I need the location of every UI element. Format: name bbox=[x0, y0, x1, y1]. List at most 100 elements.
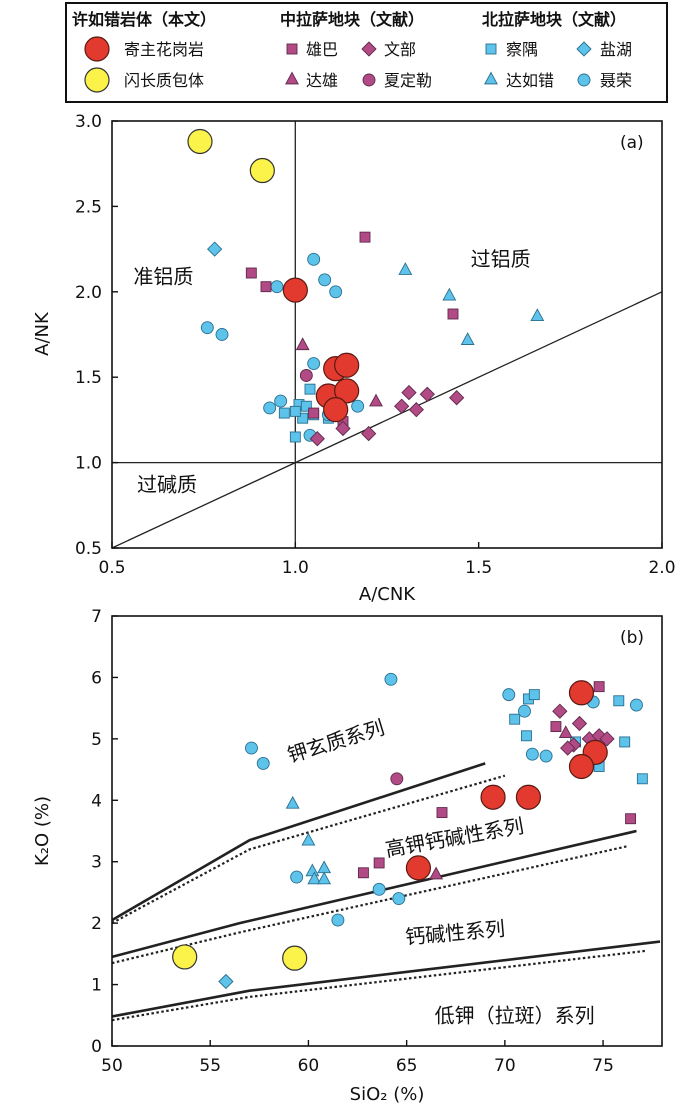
panel-a-point-wenbu-4 bbox=[401, 384, 417, 401]
legend-symbol-daruco bbox=[484, 71, 498, 85]
panel-b-point-daruco-1 bbox=[301, 832, 316, 846]
panel-a-field-label-2: 过碱质 bbox=[137, 473, 197, 497]
panel-b-ytick-label-0: 0 bbox=[91, 1037, 102, 1057]
legend-symbol-wenbu bbox=[361, 41, 377, 57]
panel-a-ytick-label-4: 2.5 bbox=[75, 197, 102, 217]
panel-a-point-wenbu-0 bbox=[309, 431, 325, 447]
panel-b-point-chayu-6 bbox=[619, 736, 631, 748]
panel-a-point-xiongba-3 bbox=[447, 308, 459, 320]
legend-symbol-nierong bbox=[577, 73, 591, 87]
legend-label-daxiong: 达雄 bbox=[306, 71, 338, 90]
panel-b-point-nierong-8 bbox=[256, 756, 270, 770]
panel-a-ytick-label-1: 1.0 bbox=[75, 454, 102, 474]
panel-b-point-xiadingle-0 bbox=[390, 772, 404, 786]
panel-a-point-nierong-4 bbox=[200, 321, 214, 335]
panel-b-ytick-label-5: 5 bbox=[91, 730, 102, 750]
panel-a-label: (a) bbox=[620, 133, 644, 153]
panel-a-ytick-label-5: 3.0 bbox=[75, 112, 102, 132]
panel-a-xtick-label-1: 1.0 bbox=[282, 558, 309, 578]
panel-b-point-daruco-4 bbox=[307, 871, 322, 885]
legend-symbol-chayu bbox=[485, 43, 497, 55]
panel-b-point-daruco-0 bbox=[285, 795, 300, 809]
panel-a-point-yanhu-0 bbox=[207, 241, 223, 257]
panel-a-point-daruco-0 bbox=[398, 262, 413, 275]
panel-b-point-daxiong-0 bbox=[558, 725, 573, 739]
panel-b-point-granite-3 bbox=[480, 784, 506, 810]
panel-b-xtick-label-3: 65 bbox=[396, 1056, 418, 1076]
legend-marker-daruco bbox=[484, 71, 498, 85]
panel-b-point-chayu-3 bbox=[521, 730, 532, 742]
legend-marker-chayu bbox=[485, 43, 497, 55]
panel-b-line-0 bbox=[112, 762, 486, 922]
legend-symbol-daxiong bbox=[285, 71, 299, 85]
panel-a-point-wenbu-5 bbox=[408, 402, 424, 418]
panel-a-field-lines bbox=[112, 121, 662, 548]
panel-a-ytick-label-0: 0.5 bbox=[75, 539, 102, 559]
panel-b-point-daxiong-1 bbox=[429, 866, 444, 880]
panel-b-point-granite-0 bbox=[568, 680, 595, 706]
legend-title-central-lhasa: 中拉萨地块（文献） bbox=[280, 10, 424, 29]
panel-a-point-xiongba-1 bbox=[245, 267, 257, 279]
panel-b-point-xiongba-4 bbox=[357, 867, 369, 879]
panel-b-point-wenbu-6 bbox=[599, 731, 615, 747]
panel-a-point-nierong-6 bbox=[263, 401, 277, 415]
legend-label-granite: 寄主花岗岩 bbox=[124, 40, 204, 59]
panel-a-point-chayu-3 bbox=[300, 400, 312, 412]
panel-b-xtick-label-2: 60 bbox=[298, 1056, 320, 1076]
panel-b-point-nierong-11 bbox=[392, 892, 406, 906]
panel-a-point-xiongba-0 bbox=[359, 231, 371, 243]
panel-a-point-nierong-7 bbox=[274, 394, 288, 408]
panel-b-field-label-0: 钾玄质系列 bbox=[285, 715, 388, 767]
panel-a-point-chayu-4 bbox=[304, 383, 316, 395]
panel-a-ytick-label-2: 1.5 bbox=[75, 368, 102, 388]
legend-label-yanhu: 盐湖 bbox=[600, 40, 632, 59]
panel-b-point-granite-4 bbox=[515, 784, 542, 810]
panel-a-xtick-label-3: 2.0 bbox=[648, 558, 675, 578]
legend-label-xiongba: 雄巴 bbox=[306, 40, 338, 59]
legend-marker-granite bbox=[84, 36, 110, 62]
panel-a-ytick-label-3: 2.0 bbox=[75, 283, 102, 303]
legend-marker-yanhu bbox=[576, 41, 592, 57]
panel-b-point-daruco-3 bbox=[317, 860, 332, 874]
panel-b-point-nierong-7 bbox=[245, 741, 258, 755]
panel-b-point-yanhu-0 bbox=[218, 973, 234, 990]
panel-b-ytick-label-6: 6 bbox=[91, 668, 102, 688]
panel-b-frame bbox=[111, 615, 663, 1047]
panel-b-point-nierong-4 bbox=[539, 749, 553, 763]
legend-marker-wenbu bbox=[361, 41, 377, 57]
legend-label-chayu: 察隅 bbox=[506, 40, 538, 59]
legend-title-north-lhasa: 北拉萨地块（文献） bbox=[482, 10, 626, 29]
panel-b-point-chayu-5 bbox=[613, 695, 625, 707]
panel-b-field-label-1: 高钾钙碱性系列 bbox=[384, 814, 526, 862]
panel-b-point-nierong-0 bbox=[384, 672, 398, 686]
legend-marker-xiongba bbox=[286, 43, 298, 55]
panel-b-line-3 bbox=[112, 845, 627, 965]
panel-a-field-label-1: 过铝质 bbox=[471, 247, 531, 271]
panel-b-point-nierong-10 bbox=[372, 882, 386, 896]
panel-b-ytick-label-1: 1 bbox=[91, 976, 102, 996]
panel-a-point-wenbu-1 bbox=[335, 420, 351, 437]
panel-a-point-wenbu-3 bbox=[394, 398, 410, 414]
panel-b-series-boundaries bbox=[112, 762, 661, 1022]
panel-a-point-enclave-0 bbox=[187, 128, 213, 155]
panel-a-point-nierong-8 bbox=[307, 357, 321, 370]
legend-label-enclave: 闪长质包体 bbox=[124, 71, 204, 90]
panel-b-ytick-label-2: 2 bbox=[91, 914, 102, 934]
panel-a-point-enclave-1 bbox=[249, 157, 275, 184]
panel-a-line-2 bbox=[112, 291, 662, 548]
panel-a-point-nierong-3 bbox=[270, 280, 284, 294]
panel-a-point-daxiong-0 bbox=[295, 337, 310, 351]
panel-b-xtick-label-5: 75 bbox=[592, 1056, 614, 1076]
panel-b-point-granite-2 bbox=[568, 753, 595, 780]
legend-label-wenbu: 文部 bbox=[384, 40, 416, 59]
panel-b-xtick-label-1: 55 bbox=[199, 1056, 221, 1076]
panel-b-line-4 bbox=[112, 940, 661, 1018]
panel-a-point-chayu-7 bbox=[289, 405, 301, 417]
panel-a-point-xiongba-4 bbox=[308, 407, 320, 419]
panel-b-line-5 bbox=[112, 949, 647, 1022]
panel-a-xtick-label-2: 1.5 bbox=[465, 558, 492, 578]
panel-a-point-granite-0 bbox=[282, 277, 308, 303]
panel-a-point-nierong-1 bbox=[318, 273, 332, 287]
